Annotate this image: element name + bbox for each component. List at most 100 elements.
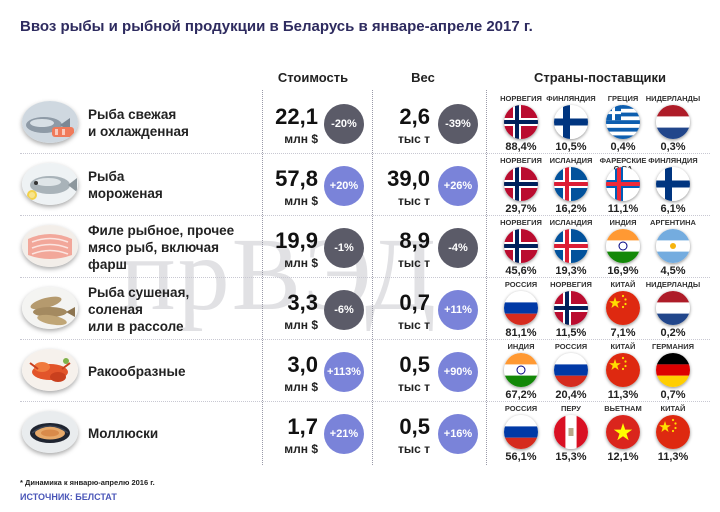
cost-change-badge: +113% — [324, 352, 364, 392]
dried-fish-icon — [22, 287, 78, 329]
supplier-country: НИДЕРЛАНДЫ — [645, 94, 701, 103]
supplier-share: 0,4% — [610, 141, 636, 153]
netherlands-flag-icon — [656, 291, 690, 325]
supplier-country: АРГЕНТИНА — [650, 218, 696, 227]
iceland-flag-icon — [554, 167, 588, 201]
header-countries: Страны-поставщики — [533, 70, 667, 85]
cost-value: 3,3 — [287, 290, 318, 315]
supplier-share: 10,5% — [555, 141, 587, 153]
fish-fillet-icon — [22, 225, 78, 267]
supplier-share: 16,9% — [607, 265, 639, 277]
weight-value: 39,0 — [387, 166, 430, 191]
row-label-line: мясо рыб, включая — [88, 239, 220, 255]
supplier-share: 6,1% — [660, 203, 686, 215]
supplier-share: 11,3% — [607, 389, 639, 401]
supplier-country: КИТАЙ — [610, 342, 636, 351]
supplier-country: ФИНЛЯНДИЯ — [546, 94, 596, 103]
supplier-share: 19,3% — [555, 265, 587, 277]
cost-value: 3,0 — [287, 352, 318, 377]
supplier-share: 11,5% — [555, 327, 587, 339]
finland-flag-icon — [656, 167, 690, 201]
cost-unit: млн $ — [284, 380, 318, 394]
supplier-country: РОССИЯ — [504, 404, 538, 413]
source-credit: ИСТОЧНИК: БЕЛСТАТ — [20, 492, 117, 502]
weight-change-badge: +90% — [438, 352, 478, 392]
row-divider — [20, 153, 710, 154]
weight-change-badge: -39% — [438, 104, 478, 144]
supplier-share: 29,7% — [505, 203, 537, 215]
table-row: Рыба мороженая 57,8 млн $ +20% 39,0 тыс т +26% Н… — [0, 154, 720, 216]
cost-change-badge: -1% — [324, 228, 364, 268]
fresh-fish-icon — [22, 101, 78, 143]
row-label-line: фарш — [88, 256, 127, 272]
frozen-fish-icon — [22, 163, 78, 205]
supplier-country: ГЕРМАНИЯ — [651, 342, 695, 351]
weight-value: 0,5 — [399, 414, 430, 439]
faroe-flag-icon — [606, 167, 640, 201]
weight-unit: тыс т — [397, 256, 430, 270]
supplier-share: 12,1% — [607, 451, 639, 463]
header-cost: Стоимость — [277, 70, 349, 85]
netherlands-flag-icon — [656, 105, 690, 139]
china-flag-icon — [606, 291, 640, 325]
weight-unit: тыс т — [397, 380, 430, 394]
supplier-share: 45,6% — [505, 265, 537, 277]
cost-value: 19,9 — [275, 228, 318, 253]
supplier-country: ИСЛАНДИЯ — [549, 156, 593, 165]
vietnam-flag-icon — [606, 415, 640, 449]
cost-change-badge: -20% — [324, 104, 364, 144]
finland-flag-icon — [554, 105, 588, 139]
weight-change-badge: -4% — [438, 228, 478, 268]
supplier-country: НИДЕРЛАНДЫ — [645, 280, 701, 289]
supplier-share: 20,4% — [555, 389, 587, 401]
supplier-share: 16,2% — [555, 203, 587, 215]
row-label-line: Рыба — [88, 169, 125, 184]
table-row: Филе рыбное, прочее мясо рыб, включая фарш… — [0, 216, 720, 278]
row-divider — [20, 401, 710, 402]
row-divider — [20, 339, 710, 340]
china-flag-icon — [656, 415, 690, 449]
weight-change-badge: +16% — [438, 414, 478, 454]
norway-flag-icon — [504, 229, 538, 263]
cost-unit: млн $ — [284, 442, 318, 456]
supplier-country: ВЬЕТНАМ — [604, 404, 642, 413]
row-label-line: Ракообразные — [88, 363, 186, 379]
supplier-country: РОССИЯ — [504, 280, 538, 289]
supplier-country: НОРВЕГИЯ — [500, 218, 542, 227]
table-row: Моллюски 1,7 млн $ +21% 0,5 тыс т +16% РОССИЯ 56… — [0, 402, 720, 464]
supplier-country: ИНДИЯ — [609, 218, 637, 227]
footnote: * Динамика к январю-апрелю 2016 г. — [20, 478, 155, 487]
russia-flag-icon — [554, 353, 588, 387]
row-divider — [20, 277, 710, 278]
russia-flag-icon — [504, 291, 538, 325]
cost-value: 1,7 — [287, 414, 318, 439]
iceland-flag-icon — [554, 229, 588, 263]
supplier-country: НОРВЕГИЯ — [550, 280, 592, 289]
row-label: Моллюски — [88, 425, 258, 442]
supplier-country: ИНДИЯ — [507, 342, 535, 351]
supplier-country: ПЕРУ — [561, 404, 581, 413]
weight-unit: тыс т — [397, 194, 430, 208]
supplier-share: 0,7% — [660, 389, 686, 401]
weight-value: 2,6 — [399, 104, 430, 129]
supplier-share: 56,1% — [505, 451, 537, 463]
supplier-share: 0,3% — [660, 141, 686, 153]
china-flag-icon — [606, 353, 640, 387]
peru-flag-icon — [554, 415, 588, 449]
table-row: Рыба свежая и охлажденная 22,1 млн $ -20% 2,6… — [0, 92, 720, 154]
supplier-country: КИТАЙ — [610, 280, 636, 289]
crustaceans-icon — [22, 349, 78, 391]
russia-flag-icon — [504, 415, 538, 449]
weight-change-badge: +26% — [438, 166, 478, 206]
cost-unit: млн $ — [284, 318, 318, 332]
weight-value: 0,5 — [399, 352, 430, 377]
supplier-country: ФИНЛЯНДИЯ — [648, 156, 698, 165]
page-title: Ввоз рыбы и рыбной продукции в Беларусь … — [20, 18, 533, 35]
supplier-share: 11,1% — [607, 203, 639, 215]
row-label-line: соленая — [88, 301, 143, 317]
weight-unit: тыс т — [397, 442, 430, 456]
supplier-country: НОРВЕГИЯ — [500, 94, 542, 103]
row-label-line: Рыба свежая — [88, 107, 177, 122]
cost-change-badge: +21% — [324, 414, 364, 454]
row-label-line: Рыба сушеная, — [88, 284, 190, 300]
